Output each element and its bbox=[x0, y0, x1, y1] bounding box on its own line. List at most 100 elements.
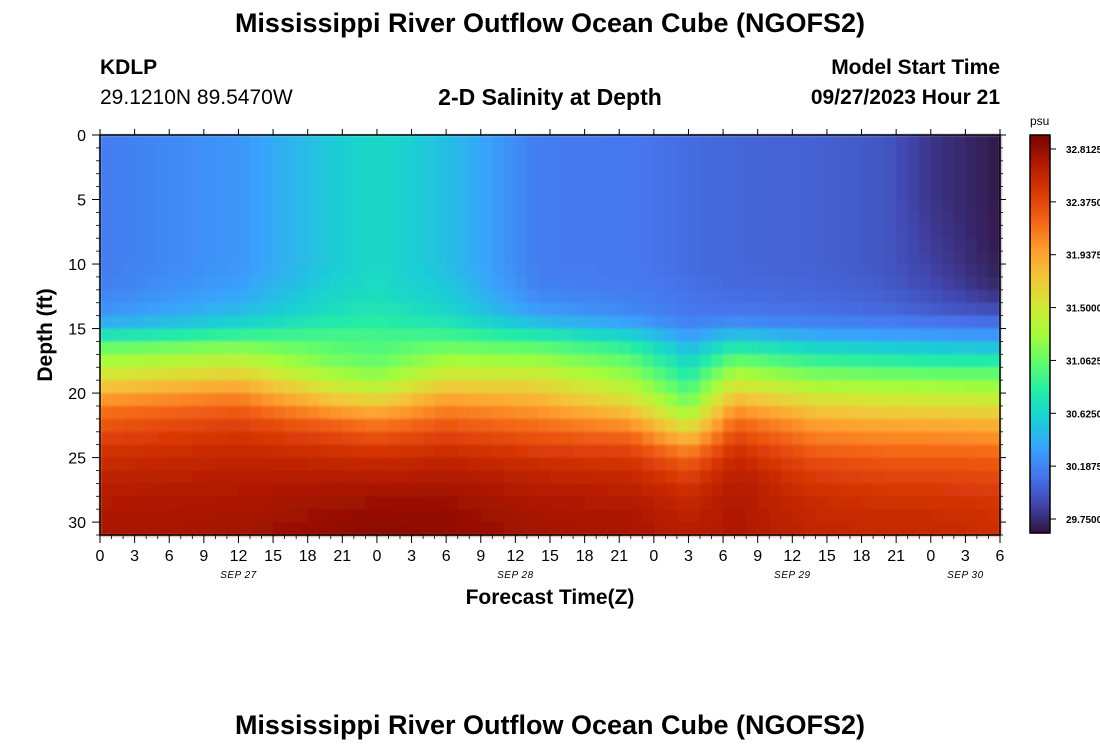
heatmap-cell bbox=[665, 496, 678, 510]
heatmap-cell bbox=[469, 302, 482, 317]
heatmap-cell bbox=[907, 367, 920, 381]
heatmap-cell bbox=[307, 509, 320, 523]
heatmap-cell bbox=[630, 315, 643, 330]
heatmap-cell bbox=[226, 522, 240, 536]
heatmap-cell bbox=[503, 418, 516, 433]
heatmap-cell bbox=[573, 173, 586, 188]
heatmap-cell bbox=[642, 418, 655, 433]
heatmap-cell bbox=[261, 199, 274, 214]
heatmap-cell bbox=[480, 276, 493, 291]
heatmap-cell bbox=[146, 238, 159, 252]
heatmap-cell bbox=[492, 199, 505, 214]
heatmap-cell bbox=[273, 444, 286, 459]
heatmap-cell bbox=[100, 496, 113, 510]
heatmap-cell bbox=[180, 173, 193, 188]
heatmap-cell bbox=[573, 367, 586, 381]
heatmap-cell bbox=[803, 393, 816, 407]
heatmap-cell bbox=[619, 135, 632, 149]
heatmap-cell bbox=[988, 173, 1001, 188]
heatmap-cell bbox=[434, 264, 447, 278]
heatmap-cell bbox=[826, 147, 840, 162]
heatmap-cell bbox=[423, 483, 436, 497]
heatmap-cell bbox=[134, 238, 147, 252]
heatmap-cell bbox=[365, 199, 378, 214]
heatmap-cell bbox=[723, 380, 736, 394]
heatmap-cell bbox=[930, 328, 943, 343]
heatmap-cell bbox=[930, 225, 943, 239]
heatmap-cell bbox=[723, 251, 736, 265]
heatmap-cell bbox=[134, 264, 147, 278]
colorbar-segment bbox=[1030, 360, 1050, 365]
heatmap-cell bbox=[492, 135, 505, 149]
heatmap-cell bbox=[123, 135, 136, 149]
heatmap-cell bbox=[619, 380, 632, 394]
heatmap-cell bbox=[607, 367, 620, 381]
heatmap-cell bbox=[676, 173, 690, 188]
heatmap-cell bbox=[446, 315, 459, 330]
heatmap-cell bbox=[953, 225, 966, 239]
heatmap-cell bbox=[688, 238, 701, 252]
heatmap-cell bbox=[503, 431, 516, 446]
heatmap-cell bbox=[134, 418, 147, 433]
colorbar-segment bbox=[1030, 453, 1050, 458]
heatmap-cell bbox=[446, 367, 459, 381]
heatmap-cell bbox=[700, 225, 713, 239]
heatmap-cell bbox=[492, 444, 505, 459]
heatmap-cell bbox=[919, 212, 932, 226]
colorbar-segment bbox=[1030, 526, 1050, 531]
heatmap-cell bbox=[146, 186, 159, 201]
heatmap-cell bbox=[180, 509, 193, 523]
heatmap-cell bbox=[942, 276, 955, 291]
heatmap-cell bbox=[434, 470, 447, 484]
heatmap-cell bbox=[873, 354, 886, 368]
heatmap-cell bbox=[238, 264, 251, 278]
heatmap-cell bbox=[457, 341, 470, 355]
heatmap-cell bbox=[100, 405, 113, 420]
heatmap-cell bbox=[250, 418, 263, 433]
heatmap-cell bbox=[953, 251, 966, 265]
heatmap-cell bbox=[446, 251, 459, 265]
heatmap-cell bbox=[861, 470, 874, 484]
heatmap-cell bbox=[976, 238, 990, 252]
colorbar-segment bbox=[1030, 400, 1050, 405]
heatmap-cell bbox=[665, 238, 678, 252]
heatmap-cell bbox=[388, 380, 401, 394]
heatmap-cell bbox=[896, 238, 909, 252]
heatmap-cell bbox=[469, 160, 482, 175]
heatmap-cell bbox=[238, 457, 251, 472]
heatmap-cell bbox=[676, 147, 690, 162]
heatmap-cell bbox=[803, 418, 816, 433]
heatmap-cell bbox=[469, 315, 482, 330]
heatmap-cell bbox=[411, 199, 424, 214]
colorbar-tick-label: 31.9375 bbox=[1066, 251, 1100, 262]
heatmap-cell bbox=[919, 393, 932, 407]
heatmap-cell bbox=[861, 276, 874, 291]
heatmap-cell bbox=[642, 444, 655, 459]
heatmap-cell bbox=[700, 405, 713, 420]
colorbar-segment bbox=[1030, 513, 1050, 518]
heatmap-cell bbox=[665, 418, 678, 433]
heatmap-cell bbox=[284, 251, 297, 265]
heatmap-cell bbox=[746, 418, 759, 433]
heatmap-cell bbox=[803, 238, 816, 252]
heatmap-cell bbox=[596, 147, 609, 162]
heatmap-cell bbox=[111, 431, 124, 446]
heatmap-cell bbox=[930, 405, 943, 420]
heatmap-cell bbox=[919, 470, 932, 484]
heatmap-cell bbox=[296, 251, 309, 265]
heatmap-cell bbox=[353, 380, 366, 394]
heatmap-cell bbox=[676, 470, 690, 484]
heatmap-cell bbox=[134, 444, 147, 459]
heatmap-cell bbox=[930, 315, 943, 330]
heatmap-cell bbox=[100, 147, 113, 162]
heatmap-cell bbox=[861, 238, 874, 252]
heatmap-cell bbox=[815, 483, 828, 497]
heatmap-cell bbox=[376, 418, 390, 433]
heatmap-cell bbox=[515, 522, 528, 536]
heatmap-cell bbox=[838, 135, 851, 149]
heatmap-cell bbox=[573, 457, 586, 472]
heatmap-cell bbox=[573, 264, 586, 278]
heatmap-cell bbox=[896, 405, 909, 420]
heatmap-cell bbox=[769, 405, 782, 420]
heatmap-cell bbox=[746, 238, 759, 252]
